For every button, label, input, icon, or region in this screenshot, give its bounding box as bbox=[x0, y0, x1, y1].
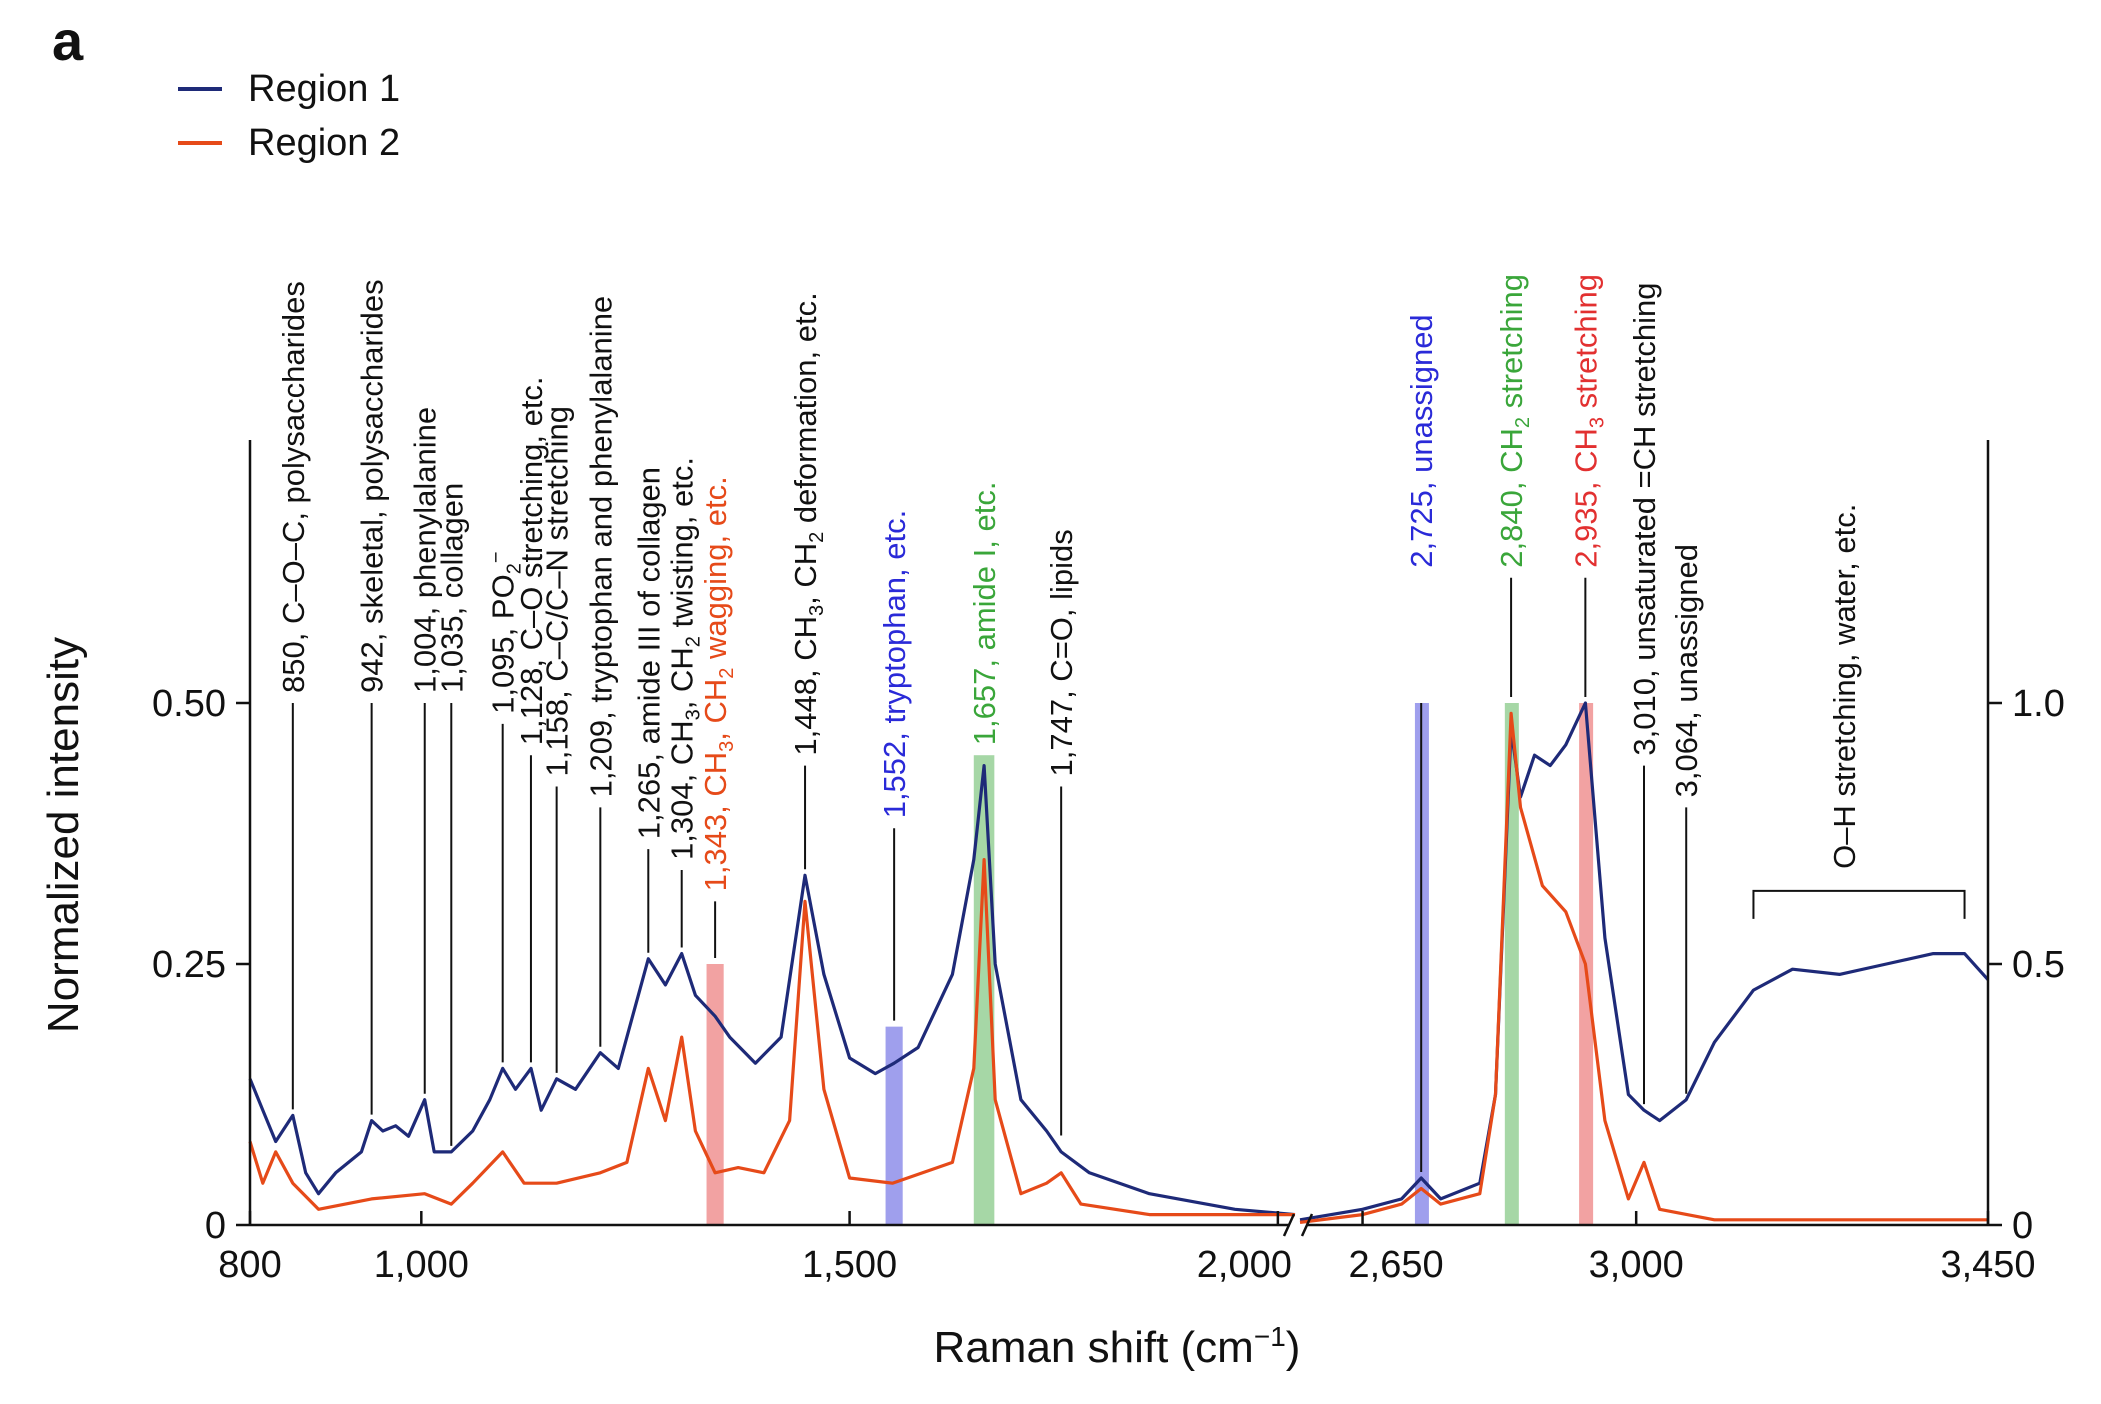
x-axis-label-close: ) bbox=[1286, 1323, 1301, 1372]
annotation-1128: 1,128, C–O stretching, etc. bbox=[514, 376, 549, 745]
annotation-1657: 1,657, amide I, etc. bbox=[967, 482, 1002, 746]
series-line-region-1-left bbox=[248, 764, 1296, 1217]
x-axis-label: Raman shift (cm−1) bbox=[934, 1321, 1301, 1372]
annotation-1448: 1,448, CH3, CH2 deformation, etc. bbox=[788, 292, 828, 755]
x-axis-label-unit-exponent: −1 bbox=[1254, 1321, 1286, 1352]
x-tick-label: 800 bbox=[218, 1244, 281, 1286]
annotation-942: 942, skeletal, polysaccharides bbox=[355, 279, 390, 693]
annotation-1343: 1,343, CH3, CH2 wagging, etc. bbox=[698, 476, 738, 891]
annotation-1095: 1,095, PO2− bbox=[486, 551, 526, 713]
annotation-1035: 1,035, collagen bbox=[434, 483, 469, 693]
annotation-3010: 3,010, unsaturated =CH stretching bbox=[1627, 283, 1662, 756]
series-line-region-1-right bbox=[1299, 701, 1990, 1222]
legend-label-region-2: Region 2 bbox=[248, 122, 400, 164]
oh-stretch-bracket bbox=[1752, 889, 1966, 919]
y-tick-label-left: 0.25 bbox=[152, 944, 226, 986]
y-tick-label-left: 0.50 bbox=[152, 683, 226, 725]
series-line-region-2-right bbox=[1299, 711, 1988, 1224]
annotation-1265: 1,265, amide III of collagen bbox=[631, 467, 666, 839]
axis-break-mark bbox=[1282, 1213, 1314, 1237]
annotation-2840: 2,840, CH2 stretching bbox=[1494, 274, 1534, 568]
peak-annotations: 850, C–O–C, polysaccharides 942, skeletal… bbox=[276, 274, 1966, 1173]
y-axis-label: Normalized intensity bbox=[39, 637, 88, 1033]
legend-label-region-1: Region 1 bbox=[248, 68, 400, 110]
x-tick-label: 1,000 bbox=[374, 1244, 469, 1286]
y-tick-label-right: 1.0 bbox=[2012, 683, 2065, 725]
x-tick-label: 1,500 bbox=[802, 1244, 897, 1286]
annotation-850: 850, C–O–C, polysaccharides bbox=[276, 281, 311, 693]
annotation-1552: 1,552, tryptophan, etc. bbox=[877, 510, 912, 819]
y-tick-label-right: 0.5 bbox=[2012, 944, 2065, 986]
panel-label: a bbox=[52, 9, 84, 72]
annotation-1304: 1,304, CH3, CH2 twisting, etc. bbox=[665, 457, 705, 860]
y-tick-label-right: 0 bbox=[2012, 1205, 2033, 1247]
x-tick-label: 2,000 bbox=[1197, 1244, 1292, 1286]
y-tick-label-left: 0 bbox=[205, 1205, 226, 1247]
spectra bbox=[248, 701, 1990, 1224]
highlight-band-1552 bbox=[885, 1026, 903, 1225]
annotation-1004: 1,004, phenylalanine bbox=[408, 407, 443, 693]
axes: 0 0.25 0.50 0 0.5 1.0 800 1,000 1,500 2,000 2,650 3… bbox=[152, 440, 2065, 1286]
highlight-band-1343 bbox=[706, 964, 724, 1225]
series-line-region-2-left bbox=[248, 858, 1295, 1217]
x-tick-label: 3,000 bbox=[1589, 1244, 1684, 1286]
annotation-1747: 1,747, C=O, lipids bbox=[1044, 529, 1079, 776]
annotation-2935: 2,935, CH3 stretching bbox=[1568, 274, 1608, 568]
legend-item-region-1: Region 1 bbox=[178, 68, 400, 110]
annotation-3064: 3,064, unassigned bbox=[1669, 544, 1704, 797]
annotation-1209: 1,209, tryptophan and phenylalanine bbox=[583, 296, 618, 798]
x-tick-label: 3,450 bbox=[1940, 1244, 2035, 1286]
legend-item-region-2: Region 2 bbox=[178, 122, 400, 164]
annotation-1158: 1,158, C–C/C–N stretching bbox=[540, 406, 575, 776]
highlight-band-2840 bbox=[1504, 703, 1519, 1225]
annotation-2725: 2,725, unassigned bbox=[1404, 314, 1439, 567]
x-axis-label-main: Raman shift (cm bbox=[934, 1323, 1254, 1372]
x-tick-label: 2,650 bbox=[1349, 1244, 1444, 1286]
annotation-oh-stretching: O–H stretching, water, etc. bbox=[1827, 504, 1862, 869]
legend: Region 1 Region 2 bbox=[178, 68, 400, 164]
